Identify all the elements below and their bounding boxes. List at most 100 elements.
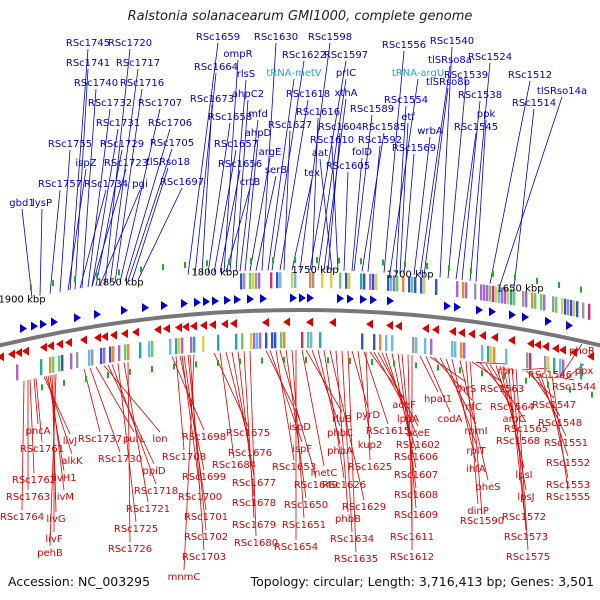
cog-bar (190, 336, 193, 353)
gene-label: RSc1598 (308, 32, 352, 43)
gc-marker (371, 359, 373, 366)
cog-bar (127, 343, 130, 360)
connector-line (137, 187, 183, 281)
gene-label: gbd1 (9, 198, 34, 209)
connector-line (213, 352, 249, 427)
gene-label: tlSRso18 (146, 157, 190, 168)
connector-line (255, 175, 277, 271)
gene-label: RSc1679 (232, 520, 276, 531)
gene-label: ahpC2 (232, 89, 264, 100)
connector-line (507, 367, 525, 511)
connector-line (301, 349, 325, 467)
gene-label: RSc1701 (184, 512, 228, 523)
gene-label: RSc1597 (324, 50, 368, 61)
connector-line (267, 78, 295, 271)
connector-line (187, 42, 219, 275)
connector-line (95, 366, 135, 433)
backbone-arc (0, 308, 600, 348)
forward-gene-arrow (444, 301, 451, 311)
gene-label: RSc1762 (12, 475, 56, 486)
gene-label: RSc1659 (196, 32, 240, 43)
connector-line (327, 132, 341, 271)
gc-marker (580, 286, 582, 293)
gc-marker (184, 262, 186, 269)
gene-label: RSc1602 (396, 440, 440, 451)
gene-label: RSc1675 (226, 428, 270, 439)
reverse-gene-arrow (221, 319, 228, 329)
reverse-gene-arrow (449, 327, 456, 337)
gene-label: wrbA (417, 126, 443, 137)
reverse-gene-arrow (94, 333, 101, 343)
connector-line (261, 42, 277, 271)
reverse-gene-arrow (468, 329, 475, 339)
reverse-gene-arrow (101, 332, 108, 342)
reverse-gene-arrow (15, 348, 22, 358)
gene-label: aceE (406, 428, 430, 439)
gc-marker (591, 391, 593, 398)
gc-marker (239, 358, 241, 365)
gene-label: RSc1653 (272, 462, 316, 473)
forward-gene-arrow (476, 305, 483, 315)
cog-bar (124, 344, 127, 361)
cog-bar (258, 272, 261, 289)
forward-gene-arrow (20, 323, 27, 333)
gene-label: RSc1698 (182, 432, 226, 443)
connector-line (95, 149, 123, 286)
cog-bar (544, 355, 547, 372)
gene-label: RSc1629 (342, 502, 386, 513)
genome-summary: Topology: circular; Length: 3,716,413 bp… (250, 574, 594, 589)
gc-marker (206, 260, 208, 267)
cog-bar (202, 335, 205, 352)
reverse-gene-arrow (0, 352, 4, 362)
cog-bar (393, 275, 396, 292)
gc-marker (118, 269, 120, 276)
gene-label: RSc1729 (100, 139, 144, 150)
tick-label: 1750 kbp (291, 265, 338, 276)
gene-label: RSc1551 (544, 438, 588, 449)
reverse-gene-arrow (175, 322, 182, 332)
gene-label: RSc1656 (218, 159, 262, 170)
gene-label: RSc1612 (390, 552, 434, 563)
connector-line (21, 380, 25, 511)
connector-line (545, 374, 569, 479)
gene-label: RSc1677 (232, 478, 276, 489)
connector-line (419, 65, 451, 276)
gene-label: RSc1680 (234, 538, 278, 549)
gene-label: phbB (335, 514, 361, 525)
gc-marker (52, 280, 54, 287)
connector-line (249, 350, 257, 537)
gene-label: mfd (248, 109, 268, 120)
cog-bar (151, 340, 154, 357)
connector-line (397, 353, 417, 489)
forward-gene-arrow (347, 294, 354, 304)
cog-bar (312, 272, 315, 289)
connector-line (461, 100, 481, 280)
gene-label: ppx (575, 366, 594, 377)
cog-bar (402, 275, 405, 292)
gc-marker (85, 375, 87, 382)
gene-label: RSc1548 (538, 418, 582, 429)
forward-gene-arrow (489, 307, 496, 317)
gene-label: RSc1650 (284, 500, 328, 511)
connector-line (399, 122, 409, 274)
cog-bar (414, 276, 417, 293)
connector-line (91, 168, 127, 287)
connector-line (103, 365, 161, 433)
reverse-gene-arrow (587, 351, 594, 361)
forward-gene-arrow (299, 293, 306, 303)
label-connectors (21, 42, 585, 571)
connector-line (311, 349, 341, 427)
gene-label: ahpD (245, 128, 272, 139)
connector-line (499, 96, 563, 286)
cog-bar (481, 345, 484, 362)
gene-label: RSc1721 (126, 504, 170, 515)
gene-label: infC (462, 402, 482, 413)
gene-label: RSc1569 (392, 143, 436, 154)
gc-marker (30, 284, 32, 291)
kbp-ticks: 1900 kbp 1850 kbp 1800 kbp 1750 kbp 1700 kbp… (0, 265, 544, 305)
cog-bar (483, 284, 486, 301)
gc-marker (250, 257, 252, 264)
cog-bar (321, 272, 324, 289)
gc-marker (470, 267, 472, 274)
gene-label: RSc1627 (268, 120, 312, 131)
